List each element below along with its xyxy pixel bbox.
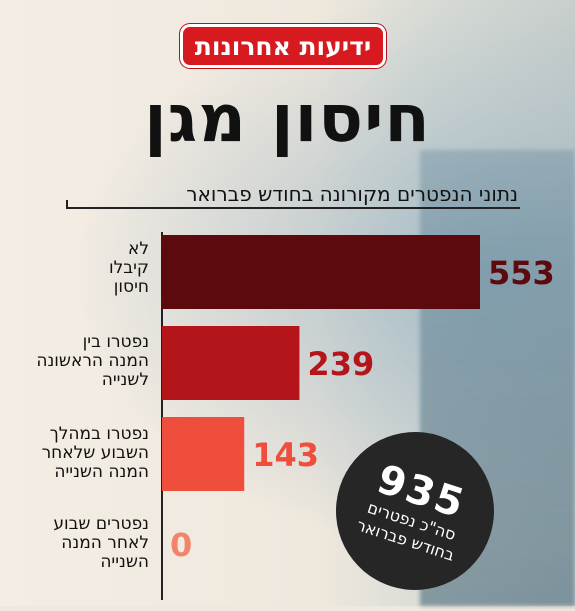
category-label-2: נפטרו בין המנה הראשונה לשנייה	[9, 333, 149, 390]
category-label-2-line: לשנייה	[101, 370, 149, 390]
category-label-1-line: חיסון	[113, 277, 149, 297]
bar-3	[162, 417, 245, 491]
category-label-1-line: לא	[127, 239, 149, 259]
brand-logo-text: ידיעות אחרונות	[194, 31, 372, 61]
title-divider-cap	[66, 200, 68, 209]
bar-1	[162, 235, 480, 309]
category-label-3-line: המנה השנייה	[54, 462, 149, 482]
category-label-1: לא קיבלו חיסון	[9, 240, 149, 297]
category-label-2-line: נפטרו בין	[82, 332, 149, 352]
category-label-4-line: נפטרים שבוע	[53, 514, 149, 534]
bar-value-label-1: 553	[488, 254, 555, 292]
brand-logo: ידיעות אחרונות	[180, 24, 386, 68]
bar-value-label-3: 143	[252, 436, 319, 474]
bar-value-label-2: 239	[307, 345, 374, 383]
category-label-1-line: קיבלו	[109, 258, 149, 278]
chart-axis-line	[161, 232, 163, 600]
bar-value-label-4: 0	[170, 526, 192, 564]
chart-title: נתוני הנפטרים מקורונה בחודש פברואר	[186, 182, 518, 206]
bar-2	[162, 326, 300, 400]
category-label-3-line: השבוע שלאחר	[41, 443, 149, 463]
category-label-3-line: נפטרו במהלך	[49, 424, 149, 444]
category-label-3: נפטרו במהלך השבוע שלאחר המנה השנייה	[9, 425, 149, 482]
category-label-2-line: המנה הראשונה	[36, 351, 149, 371]
title-divider	[66, 207, 520, 209]
category-label-4: נפטרים שבוע לאחר המנה השנייה	[9, 515, 149, 572]
category-label-4-line: לאחר המנה	[61, 533, 149, 553]
category-label-4-line: השנייה	[100, 552, 149, 572]
headline: חיסון מגן	[144, 80, 431, 157]
